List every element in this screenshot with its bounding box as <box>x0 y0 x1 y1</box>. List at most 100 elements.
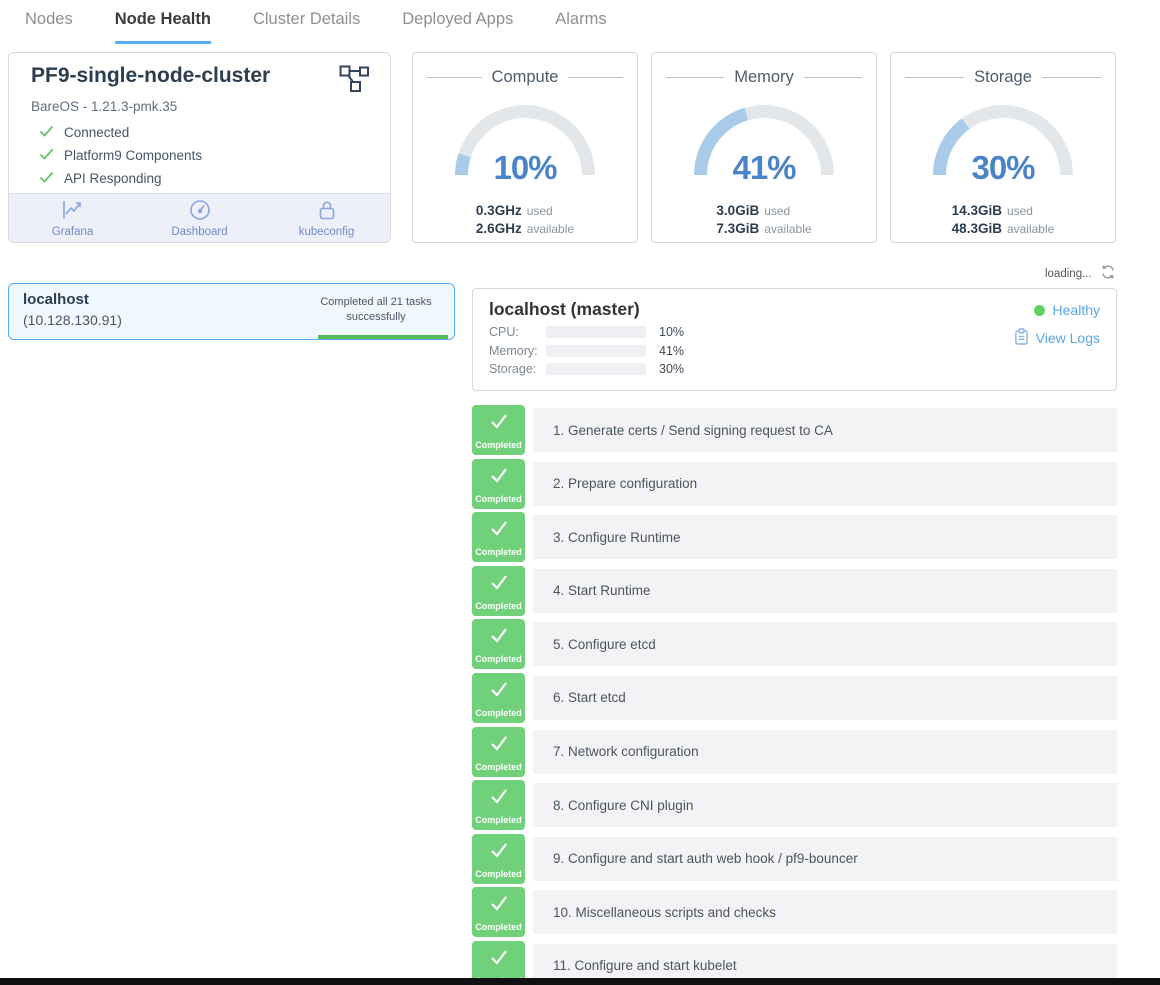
task-label: 2. Prepare configuration <box>533 461 1117 506</box>
grafana-button[interactable]: Grafana <box>9 194 136 242</box>
tab-alarms[interactable]: Alarms <box>555 10 607 28</box>
gauge-title: Memory <box>734 68 794 86</box>
grafana-label: Grafana <box>51 225 94 238</box>
task-label: 4. Start Runtime <box>533 568 1117 613</box>
dashboard-label: Dashboard <box>171 225 228 238</box>
task-label: 6. Start etcd <box>533 675 1117 720</box>
metric-cpu: CPU: 10% <box>489 323 684 342</box>
available-label: available <box>526 222 575 236</box>
loading-text: loading... <box>1045 267 1092 280</box>
node-detail-card: localhost (master) Healthy View Logs CPU… <box>472 288 1117 391</box>
task-row[interactable]: Completed 2. Prepare configuration <box>472 458 1117 509</box>
cluster-version: BareOS - 1.21.3-pmk.35 <box>31 99 178 114</box>
task-status-label: Completed <box>475 815 522 826</box>
gauge-percent: 41% <box>732 149 796 186</box>
cluster-health-checks: Connected Platform9 Components API Respo… <box>39 121 202 190</box>
task-row[interactable]: Completed 7. Network configuration <box>472 726 1117 777</box>
storage-gauge: 30% <box>933 105 1073 186</box>
task-row[interactable]: Completed 3. Configure Runtime <box>472 512 1117 563</box>
metric-percent: 10% <box>659 325 685 340</box>
task-label: 9. Configure and start auth web hook / p… <box>533 836 1117 881</box>
tab-cluster-details[interactable]: Cluster Details <box>252 10 361 28</box>
tab-nodes[interactable]: Nodes <box>25 10 73 28</box>
available-value: 7.3GiB <box>716 221 760 236</box>
check-label: Connected <box>64 125 130 140</box>
metric-label: Storage: <box>489 362 537 377</box>
task-check-icon <box>490 843 507 858</box>
gauge-header: Compute <box>427 68 624 87</box>
used-value: 14.3GiB <box>951 203 1002 218</box>
task-status-label: Completed <box>475 707 522 718</box>
node-task-progress-fill <box>318 335 448 339</box>
metric-label: CPU: <box>489 325 519 340</box>
task-completed-badge: Completed <box>472 833 525 884</box>
task-check-icon <box>490 414 507 429</box>
gauge-percent: 30% <box>971 149 1035 186</box>
task-completed-badge: Completed <box>472 780 525 831</box>
task-label: 7. Network configuration <box>533 729 1117 774</box>
node-list-item-localhost[interactable]: localhost (10.128.130.91) Completed all … <box>8 283 455 340</box>
view-logs-icon <box>1014 328 1029 348</box>
task-row[interactable]: Completed 10. Miscellaneous scripts and … <box>472 887 1117 938</box>
used-value: 3.0GiB <box>716 203 760 218</box>
node-detail-title: localhost (master) <box>489 299 640 319</box>
task-list: Completed 1. Generate certs / Send signi… <box>472 405 1117 985</box>
task-status-label: Completed <box>475 440 522 450</box>
task-check-icon <box>490 896 507 912</box>
tab-deployed-apps[interactable]: Deployed Apps <box>402 10 514 28</box>
cluster-topology-icon <box>339 65 370 98</box>
refresh-icon[interactable] <box>1100 264 1116 283</box>
metric-memory: Memory: 41% <box>489 342 684 361</box>
task-completed-badge: Completed <box>472 726 525 777</box>
node-ip: (10.128.130.91) <box>23 312 122 328</box>
gauge-percent: 10% <box>493 149 557 186</box>
used-label: used <box>1006 204 1033 218</box>
memory-gauge: 41% <box>694 105 834 186</box>
gauge-stats: 14.3GiB used 48.3GiB available <box>952 202 1055 238</box>
tab-bar: Nodes Node Health Cluster Details Deploy… <box>0 0 1160 44</box>
grafana-chart-icon <box>61 199 85 224</box>
task-completed-badge: Completed <box>472 672 525 723</box>
available-label: available <box>1006 222 1055 236</box>
task-row[interactable]: Completed 5. Configure etcd <box>472 619 1117 670</box>
kubeconfig-label: kubeconfig <box>298 225 355 238</box>
storage-bar <box>546 363 646 376</box>
gauge-header: Storage <box>905 68 1102 87</box>
metric-storage: Storage: 30% <box>489 360 684 379</box>
healthy-dot-icon <box>1033 304 1045 316</box>
kubeconfig-button[interactable]: kubeconfig <box>263 194 390 242</box>
task-label: 5. Configure etcd <box>533 622 1117 667</box>
task-check-icon <box>490 789 507 804</box>
check-label: Platform9 Components <box>64 148 203 163</box>
task-row[interactable]: Completed 1. Generate certs / Send signi… <box>472 405 1117 455</box>
lock-icon <box>316 199 338 224</box>
cluster-actions: Grafana Dashboard <box>9 193 390 242</box>
storage-gauge-card: Storage 30% 14.3GiB used 48.3GiB available <box>890 52 1116 243</box>
compute-gauge-card: Compute 10% 0.3GHz used 2.6GHz available <box>412 52 638 243</box>
task-completed-badge: Completed <box>472 619 525 670</box>
task-row[interactable]: Completed 9. Configure and start auth we… <box>472 833 1117 884</box>
gauge-stats: 0.3GHz used 2.6GHz available <box>476 202 574 238</box>
cluster-name: PF9-single-node-cluster <box>31 64 271 87</box>
task-status-label: Completed <box>475 761 522 772</box>
window-bottom-edge <box>0 978 1160 985</box>
check-icon <box>39 125 54 141</box>
task-row[interactable]: Completed 6. Start etcd <box>472 672 1117 723</box>
node-task-progress <box>318 335 448 339</box>
memory-bar <box>546 344 646 357</box>
task-completed-badge: Completed <box>472 458 525 509</box>
tab-node-health[interactable]: Node Health <box>114 10 211 44</box>
task-completed-badge: Completed <box>472 565 525 616</box>
check-icon <box>39 171 54 187</box>
task-completed-badge: Completed <box>472 887 525 938</box>
view-logs-link[interactable]: View Logs <box>1014 328 1100 348</box>
gauge-title: Storage <box>974 68 1032 86</box>
task-row[interactable]: Completed 4. Start Runtime <box>472 565 1117 616</box>
metric-percent: 41% <box>659 343 685 358</box>
check-connected: Connected <box>39 121 202 144</box>
dashboard-button[interactable]: Dashboard <box>136 194 263 242</box>
task-row[interactable]: Completed 8. Configure CNI plugin <box>472 780 1117 831</box>
used-label: used <box>526 204 553 218</box>
task-check-icon <box>490 735 507 751</box>
